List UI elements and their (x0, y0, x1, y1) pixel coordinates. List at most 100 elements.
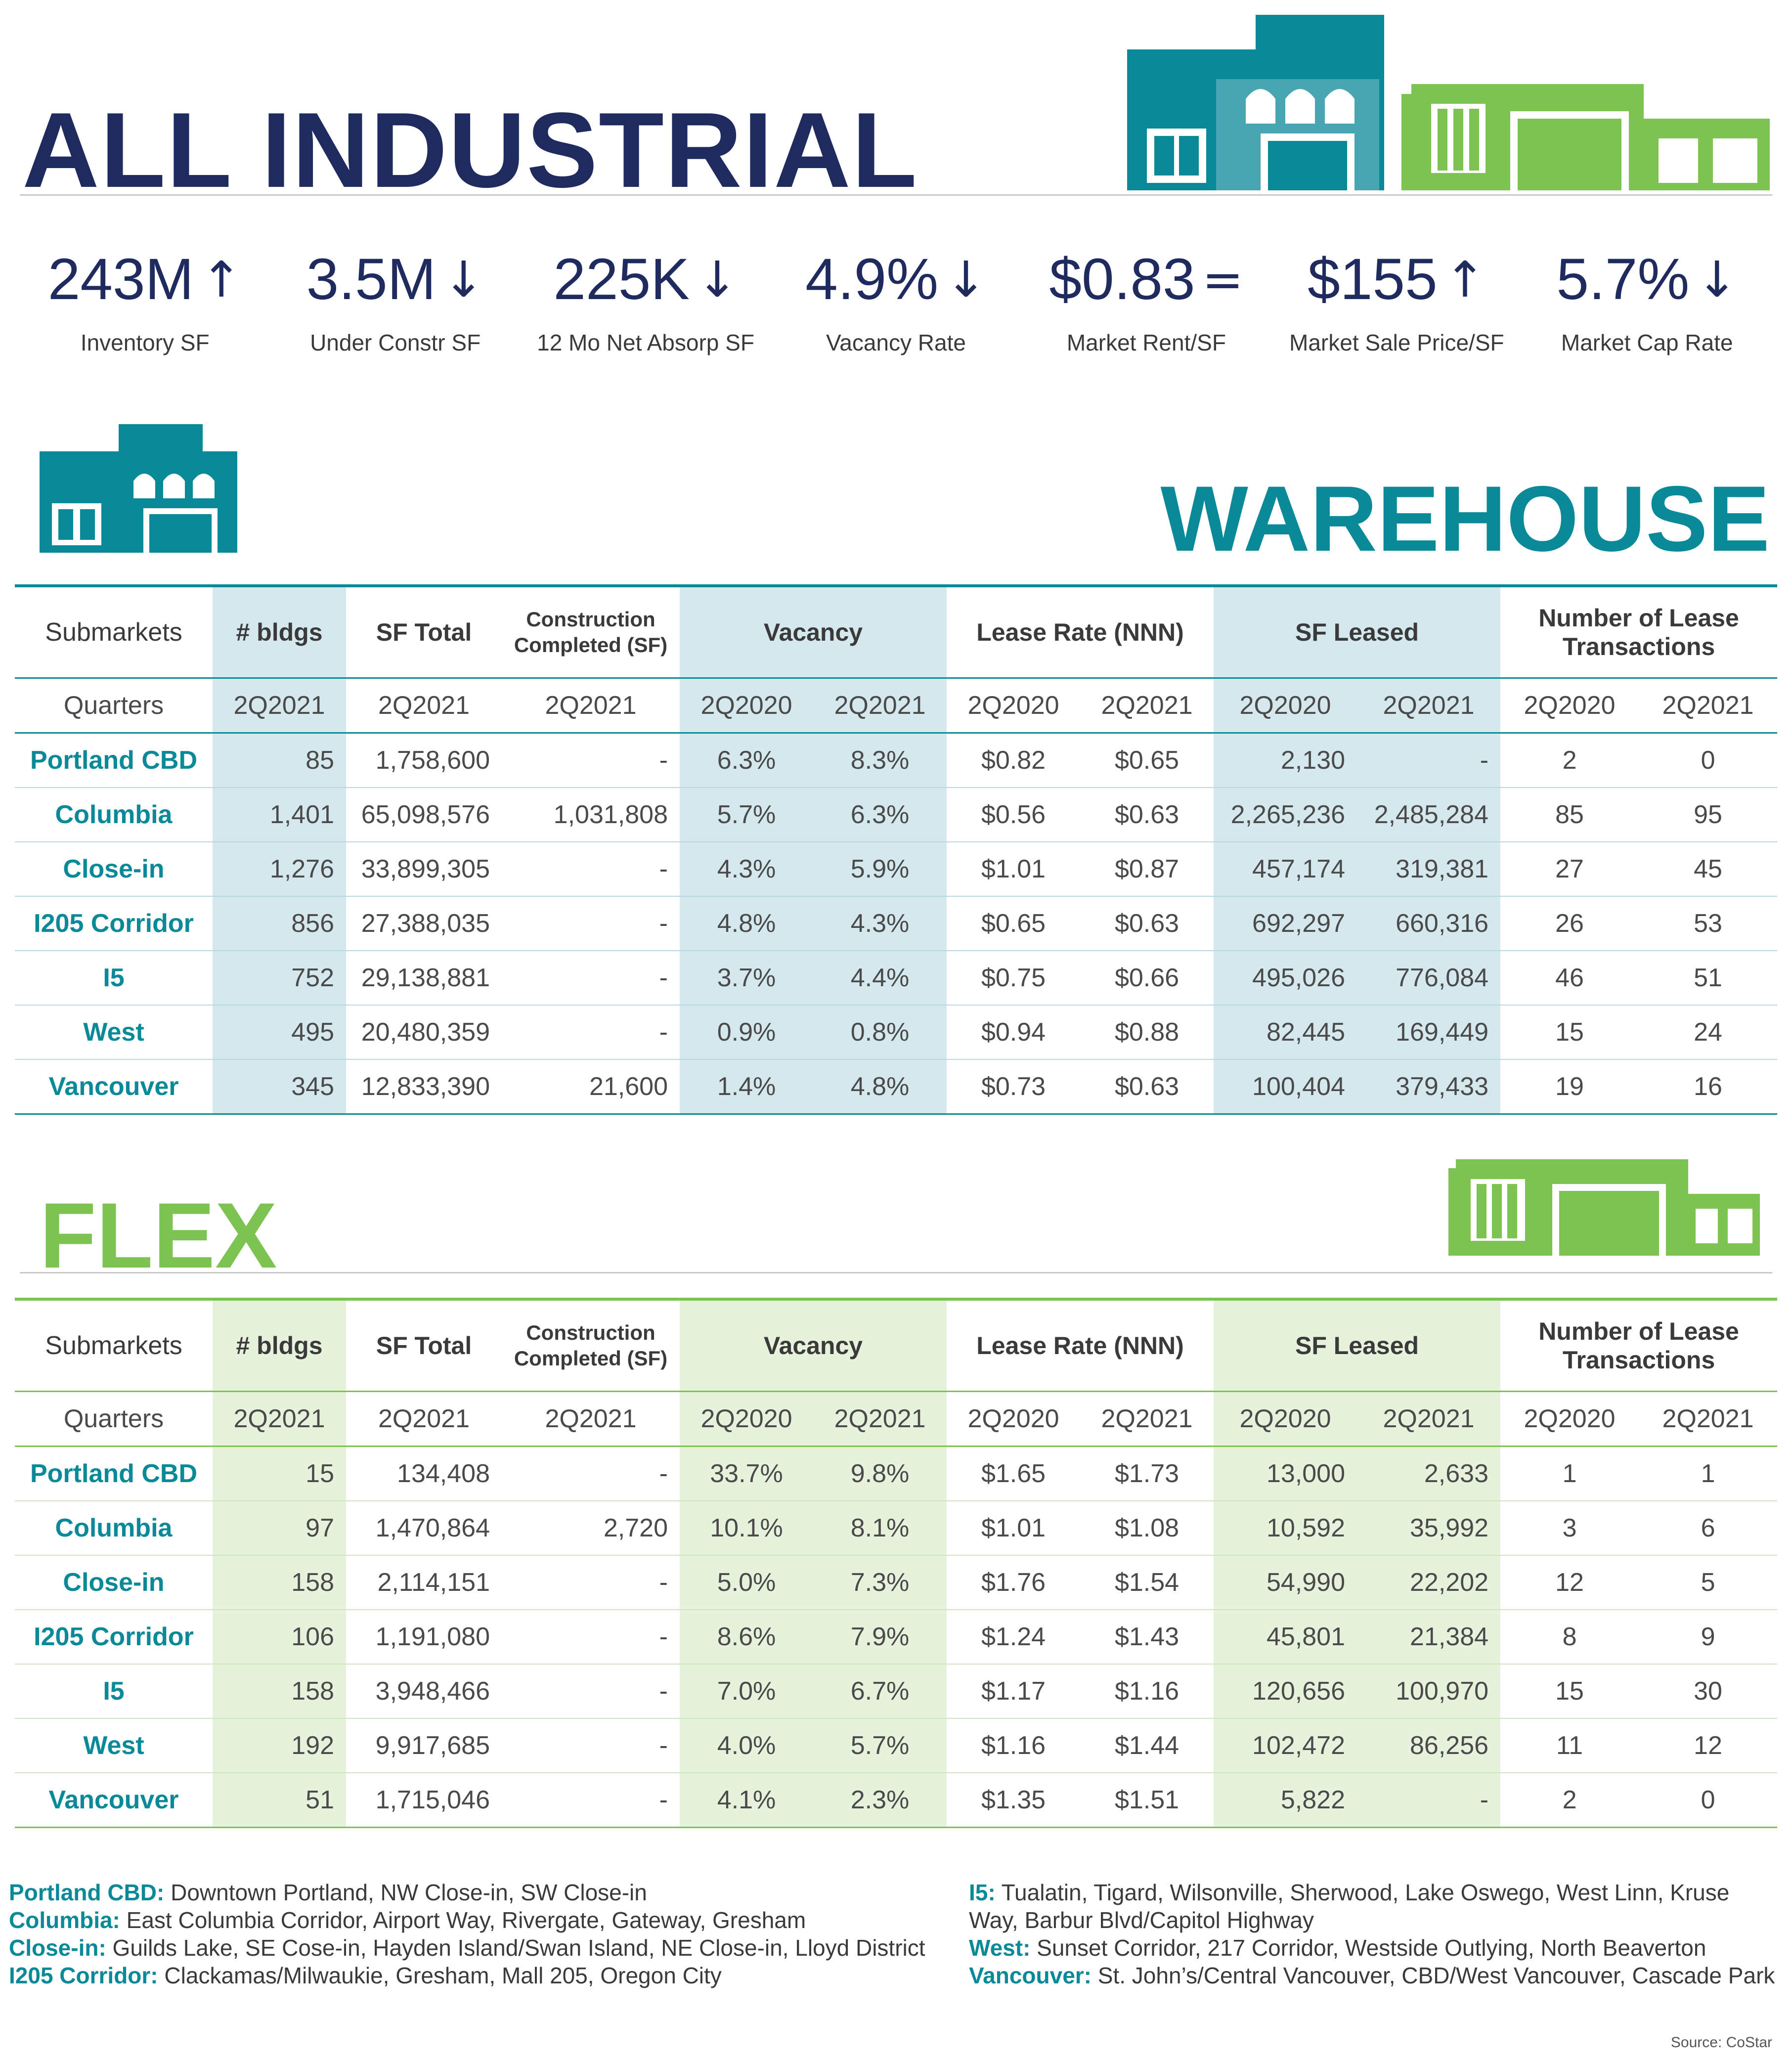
quarters-label: Quarters (15, 1391, 213, 1447)
legend-desc: Downtown Portland, NW Close-in, SW Close… (164, 1880, 647, 1905)
table-cell: 192 (213, 1718, 346, 1773)
table-cell: 1,758,600 (346, 733, 502, 788)
quarters-row: Quarters 2Q2021 2Q2021 2Q2021 2Q2020 2Q2… (15, 1391, 1778, 1447)
table-cell: 3 (1500, 1501, 1639, 1556)
table-cell: - (502, 1773, 680, 1828)
submarket-name: I205 Corridor (15, 1610, 213, 1665)
table-cell: 9,917,685 (346, 1718, 502, 1773)
table-cell: 106 (213, 1610, 346, 1665)
table-cell: 30 (1639, 1664, 1778, 1719)
kpi-label: Market Rent/SF (1066, 330, 1226, 355)
quarter-cell: 2Q2021 (1639, 678, 1778, 734)
table-cell: $0.82 (947, 733, 1081, 788)
table-cell: 2,633 (1357, 1446, 1501, 1501)
table-cell: 13,000 (1214, 1446, 1357, 1501)
title-divider (20, 194, 1772, 196)
table-cell: $1.17 (947, 1664, 1081, 1719)
table-cell: - (502, 733, 680, 788)
table-cell: 6.7% (813, 1664, 947, 1719)
header-lease-rate: Lease Rate (NNN) (947, 1299, 1214, 1392)
header-construction-line2: Completed (SF) (514, 633, 668, 657)
table-cell: $0.87 (1080, 842, 1214, 897)
header-submarkets: Submarkets (15, 586, 213, 679)
table-cell: 1,031,808 (502, 788, 680, 842)
table-cell: 1 (1639, 1446, 1778, 1501)
table-cell: 1,470,864 (346, 1501, 502, 1556)
legend-desc: Guilds Lake, SE Cose-in, Hayden Island/S… (106, 1935, 925, 1961)
table-cell: - (1357, 1773, 1501, 1828)
header-lease-rate: Lease Rate (NNN) (947, 586, 1214, 679)
submarket-name: I5 (15, 1664, 213, 1719)
table-cell: 2 (1500, 1773, 1639, 1828)
table-cell: 12,833,390 (346, 1059, 502, 1115)
header-bldgs: # bldgs (213, 1299, 346, 1392)
legend-item: Vancouver: St. John’s/Central Vancouver,… (969, 1962, 1782, 1989)
industrial-buildings-icon (1127, 15, 1770, 190)
header-sf-leased: SF Leased (1214, 1299, 1501, 1392)
legend-desc: Clackamas/Milwaukie, Gresham, Mall 205, … (158, 1963, 722, 1988)
table-cell: 51 (1639, 951, 1778, 1006)
flex-table: Submarkets # bldgs SF Total Construction… (15, 1298, 1778, 1828)
submarket-name: Columbia (15, 1501, 213, 1556)
legend-item: Portland CBD: Downtown Portland, NW Clos… (9, 1879, 958, 1906)
quarter-cell: 2Q2021 (346, 678, 502, 734)
table-header-row: Submarkets # bldgs SF Total Construction… (15, 1299, 1778, 1392)
table-cell: 0 (1639, 733, 1778, 788)
header-transactions-line1: Number of Lease (1538, 604, 1739, 632)
quarter-cell: 2Q2020 (947, 1391, 1081, 1447)
table-cell: 85 (1500, 788, 1639, 842)
table-cell: 9 (1639, 1610, 1778, 1665)
header-bldgs: # bldgs (213, 586, 346, 679)
table-cell: - (502, 896, 680, 951)
table-cell: 4.3% (680, 842, 813, 897)
table-cell: 82,445 (1214, 1005, 1357, 1060)
table-cell: 7.9% (813, 1610, 947, 1665)
header-construction-line1: Construction (526, 1320, 656, 1344)
submarket-name: Portland CBD (15, 733, 213, 788)
flex-divider (20, 1272, 1772, 1273)
quarter-cell: 2Q2020 (1500, 678, 1639, 734)
warehouse-table: Submarkets # bldgs SF Total Construction… (15, 584, 1778, 1115)
table-cell: 45,801 (1214, 1610, 1357, 1665)
table-cell: 12 (1639, 1718, 1778, 1773)
table-cell: 0.8% (813, 1005, 947, 1060)
kpi-value: $0.83 (1049, 247, 1195, 312)
submarket-name: I5 (15, 951, 213, 1006)
table-cell: $1.43 (1080, 1610, 1214, 1665)
table-cell: - (502, 1555, 680, 1610)
table-header-row: Submarkets # bldgs SF Total Construction… (15, 586, 1778, 679)
table-cell: 46 (1500, 951, 1639, 1006)
table-cell: 7.0% (680, 1664, 813, 1719)
table-cell: 4.3% (813, 896, 947, 951)
table-cell: 1,715,046 (346, 1773, 502, 1828)
table-cell: 5,822 (1214, 1773, 1357, 1828)
table-cell: $0.63 (1080, 896, 1214, 951)
table-cell: 0 (1639, 1773, 1778, 1828)
table-cell: 27,388,035 (346, 896, 502, 951)
table-cell: 856 (213, 896, 346, 951)
kpi-cap-rate: 5.7% ↓ Market Cap Rate (1522, 232, 1772, 361)
submarket-name: West (15, 1005, 213, 1060)
header-transactions: Number of Lease Transactions (1500, 586, 1778, 679)
table-cell: 8.6% (680, 1610, 813, 1665)
table-cell: 2,720 (502, 1501, 680, 1556)
table-cell: 35,992 (1357, 1501, 1501, 1556)
header-transactions-line2: Transactions (1562, 633, 1715, 660)
table-cell: 169,449 (1357, 1005, 1501, 1060)
table-cell: 4.8% (813, 1059, 947, 1115)
table-cell: 33.7% (680, 1446, 813, 1501)
legend-desc: St. John’s/Central Vancouver, CBD/West V… (1092, 1963, 1775, 1988)
table-row: Portland CBD 15 134,408-33.7% 9.8% $1.65 $1.7… (15, 1446, 1778, 1501)
table-cell: 5.9% (813, 842, 947, 897)
table-cell: 2 (1500, 733, 1639, 788)
kpi-sale-price: $155 ↑ Market Sale Price/SF (1271, 232, 1522, 361)
table-cell: 495,026 (1214, 951, 1357, 1006)
legend-term: Portland CBD: (9, 1880, 165, 1905)
submarket-name: Vancouver (15, 1059, 213, 1115)
table-cell: 27 (1500, 842, 1639, 897)
quarter-cell: 2Q2021 (502, 1391, 680, 1447)
table-cell: 692,297 (1214, 896, 1357, 951)
table-cell: 495 (213, 1005, 346, 1060)
table-cell: 97 (213, 1501, 346, 1556)
legend-term: Columbia: (9, 1907, 120, 1933)
